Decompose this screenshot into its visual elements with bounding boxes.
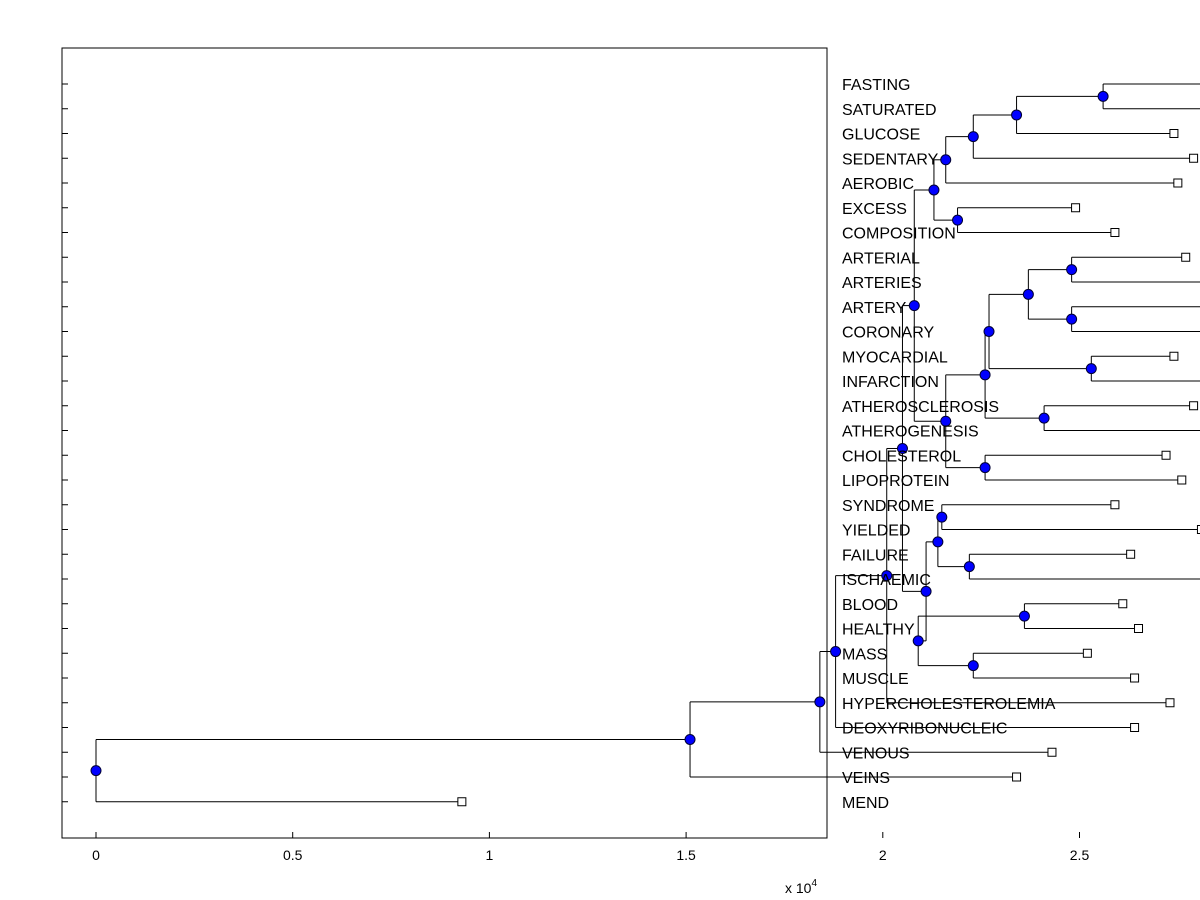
leaf-label: ARTERY — [842, 300, 907, 317]
x-axis-scale-label: x 104 — [785, 878, 817, 896]
leaf-marker — [1169, 351, 1179, 361]
leaf-marker — [1130, 673, 1140, 683]
node-marker — [920, 585, 932, 597]
node-marker — [963, 561, 975, 573]
node-marker — [936, 511, 948, 523]
node-marker — [896, 442, 908, 454]
x-axis-ticks: 00.511.522.533.5 — [92, 832, 1090, 863]
leaf-marker — [1165, 698, 1175, 708]
node-marker — [967, 660, 979, 672]
leaf-label: MEND — [842, 795, 889, 812]
leaf-label: CORONARY — [842, 325, 934, 342]
node-marker — [830, 646, 842, 658]
node-marker — [814, 696, 826, 708]
node-marker — [940, 154, 952, 166]
leaf-label: SEDENTARY — [842, 151, 939, 168]
leaf-marker — [1177, 475, 1187, 485]
node-marker — [1038, 412, 1050, 424]
leaf-label: YIELDED — [842, 523, 910, 540]
leaf-marker — [457, 797, 467, 807]
leaf-label: MASS — [842, 646, 887, 663]
leaf-labels: FASTING SATURATED GLUCOSE SEDENTARY AEROBIC E… — [842, 77, 1056, 812]
node-marker — [967, 131, 979, 143]
node-marker — [1022, 288, 1034, 300]
leaf-marker — [1181, 252, 1191, 262]
leaf-marker — [1189, 401, 1199, 411]
node-marker — [1066, 264, 1078, 276]
node-marker — [1097, 90, 1109, 102]
leaf-marker — [1126, 549, 1136, 559]
leaf-marker — [1130, 723, 1140, 732]
leaf-label: LIPOPROTEIN — [842, 473, 950, 490]
leaf-label: COMPOSITION — [842, 226, 956, 243]
node-marker — [1018, 610, 1030, 622]
leaf-marker — [1169, 129, 1179, 138]
leaf-label: EXCESS — [842, 201, 907, 218]
leaf-marker — [1047, 747, 1057, 757]
leaf-label: VENOUS — [842, 745, 910, 762]
node-marker — [912, 635, 924, 647]
leaf-marker — [1173, 178, 1183, 188]
leaf-label: CHOLESTEROL — [842, 448, 961, 465]
leaf-marker — [1082, 648, 1092, 658]
leaf-label: BLOOD — [842, 597, 898, 614]
leaf-marker — [1189, 153, 1199, 163]
leaf-label: HEALTHY — [842, 622, 915, 639]
leaf-label: ARTERIES — [842, 275, 922, 292]
leaf-label: FAILURE — [842, 547, 909, 564]
leaf-label: MUSCLE — [842, 671, 909, 688]
node-marker — [1085, 363, 1097, 375]
node-marker — [979, 462, 991, 474]
leaf-label: ISCHAEMIC — [842, 572, 931, 589]
node-marker — [684, 733, 696, 745]
leaf-marker — [1071, 203, 1081, 213]
leaf-label: ATHEROSCLEROSIS — [842, 399, 999, 416]
leaf-marker — [1134, 624, 1144, 633]
leaf-marker — [1110, 228, 1120, 237]
leaf-marker — [1161, 450, 1171, 460]
x-tick-label: 2 — [879, 847, 887, 863]
x-tick-label: 1.5 — [676, 847, 696, 863]
leaf-label: SATURATED — [842, 102, 937, 119]
node-marker — [1066, 313, 1078, 325]
node-marker — [90, 765, 102, 777]
leaf-label: GLUCOSE — [842, 127, 920, 144]
x-tick-label: 2.5 — [1070, 847, 1090, 863]
leaf-label: AEROBIC — [842, 176, 914, 193]
x-tick-label: 1 — [486, 847, 494, 863]
x-scale-base: x 10 — [785, 880, 812, 896]
y-axis-ticks — [62, 83, 68, 803]
leaf-label: FASTING — [842, 77, 910, 94]
node-marker — [952, 214, 964, 226]
leaf-marker — [1118, 599, 1128, 609]
node-marker — [983, 326, 995, 337]
leaf-markers — [457, 129, 1200, 807]
node-marker — [881, 570, 893, 582]
leaf-label: INFARCTION — [842, 374, 939, 391]
x-tick-label: 0 — [92, 847, 100, 863]
leaf-label: HYPERCHOLESTEROLEMIA — [842, 696, 1056, 713]
x-scale-exponent: 4 — [811, 878, 817, 889]
leaf-marker — [1196, 525, 1200, 534]
leaf-label: DEOXYRIBONUCLEIC — [842, 721, 1007, 738]
leaf-label: MYOCARDIAL — [842, 349, 948, 366]
node-marker — [979, 369, 991, 381]
node-markers — [90, 90, 1109, 777]
x-tick-label: 0.5 — [283, 847, 303, 863]
leaf-marker — [1110, 500, 1120, 510]
plot-frame — [61, 47, 828, 839]
node-marker — [1011, 109, 1023, 121]
leaf-label: SYNDROME — [842, 498, 934, 515]
leaf-marker — [1012, 772, 1022, 782]
leaf-label: ARTERIAL — [842, 250, 920, 267]
node-marker — [908, 300, 920, 312]
node-marker — [932, 536, 944, 548]
leaf-label: ATHEROGENESIS — [842, 424, 979, 441]
node-marker — [928, 184, 940, 196]
node-marker — [940, 415, 952, 427]
leaf-label: VEINS — [842, 770, 890, 787]
